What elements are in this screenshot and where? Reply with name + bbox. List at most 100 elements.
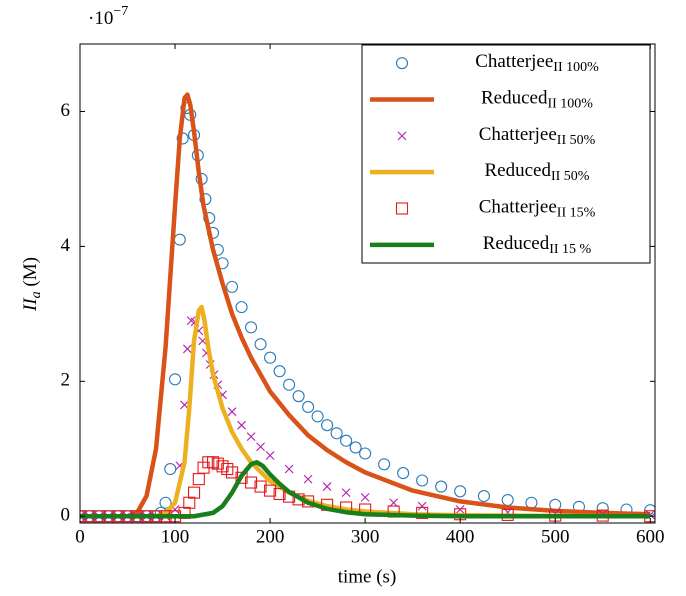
marker-circle (435, 480, 448, 493)
marker-circle (302, 400, 315, 414)
marker-x (227, 407, 237, 417)
marker-circle (164, 462, 177, 476)
x-axis-label: time (s) (338, 566, 397, 587)
x-tick-label: 100 (161, 526, 190, 547)
y-tick-label: 4 (61, 235, 71, 256)
marker-circle (235, 301, 248, 314)
marker-circle (245, 321, 258, 334)
marker-circle (283, 378, 296, 391)
legend-name: Chatterjee (479, 197, 557, 218)
marker-circle (340, 434, 353, 447)
legend-box (361, 44, 651, 264)
marker-x (183, 344, 192, 354)
marker-circle (321, 419, 334, 432)
legend-subscript: II 50% (557, 133, 596, 148)
marker-square (207, 456, 220, 469)
marker-x (397, 131, 407, 141)
marker-square (273, 487, 286, 501)
legend-subscript: II 50% (551, 169, 590, 184)
multiplier-exponent: −7 (113, 4, 128, 19)
marker-x (265, 451, 275, 460)
plot-area (80, 92, 655, 523)
legend-name: Chatterjee (479, 124, 557, 145)
marker-square (264, 484, 277, 497)
marker-square (183, 496, 196, 509)
marker-circle (501, 494, 514, 507)
legend-subscript: II 100% (547, 97, 593, 112)
series-line (80, 460, 651, 519)
x-tick-label: 500 (541, 526, 570, 547)
y-axis-label: IIa (M) (20, 257, 44, 312)
marker-x (322, 482, 332, 491)
legend-label: ChatterjeeII 50% (479, 124, 596, 148)
y-tick-label: 0 (61, 505, 71, 526)
legend-subscript: II 15 % (549, 242, 591, 257)
legend-subscript: II 15% (557, 206, 596, 221)
y-multiplier: ·10−7 (88, 4, 128, 29)
marker-circle (159, 496, 172, 509)
marker-square (192, 473, 205, 486)
y-label-main: II (20, 297, 41, 312)
marker-circle (477, 489, 490, 503)
marker-x (360, 492, 370, 502)
marker-square (216, 460, 229, 473)
y-label-sub: a (29, 291, 44, 298)
marker-square (395, 202, 409, 215)
marker-x (284, 464, 294, 474)
marker-x (246, 432, 256, 442)
legend-label: ChatterjeeII 100% (475, 52, 599, 76)
marker-circle (378, 458, 391, 471)
marker-square (245, 476, 258, 489)
marker-square (221, 462, 234, 476)
x-tick-label: 600 (636, 526, 665, 547)
marker-x (256, 442, 265, 452)
marker-x (389, 498, 399, 508)
marker-x (303, 474, 313, 484)
marker-square (254, 480, 267, 493)
y-label-unit: (M) (20, 257, 41, 291)
marker-x (80, 511, 85, 521)
legend-name: Reduced (483, 233, 550, 254)
marker-circle (525, 496, 538, 509)
x-tick-label: 200 (256, 526, 285, 547)
marker-circle (330, 427, 343, 440)
marker-square (416, 506, 429, 519)
marker-circle (226, 280, 239, 293)
marker-circle (311, 410, 324, 423)
marker-x (417, 501, 427, 511)
marker-circle (397, 467, 410, 480)
marker-circle (292, 390, 305, 403)
marker-x (341, 488, 351, 498)
marker-circle (454, 485, 467, 498)
x-tick-label: 300 (351, 526, 380, 547)
x-tick-label: 0 (75, 526, 85, 547)
legend-name: Chatterjee (475, 52, 553, 73)
legend-label: ReducedII 50% (485, 161, 590, 185)
x-tick-label: 400 (446, 526, 475, 547)
marker-circle (264, 351, 277, 364)
plot-frame (79, 43, 656, 524)
marker-square (187, 486, 201, 499)
marker-circle (416, 474, 429, 487)
marker-circle (359, 447, 372, 460)
marker-x (455, 505, 465, 514)
marker-circle (395, 57, 409, 70)
legend-name: Reduced (485, 161, 552, 182)
legend-label: ChatterjeeII 15% (479, 197, 596, 221)
legend-label: ReducedII 15 % (483, 233, 592, 257)
legend-label: ReducedII 100% (481, 88, 593, 112)
legend-subscript: II 100% (553, 60, 599, 75)
multiplier-base: ·10 (88, 8, 113, 29)
marker-circle (173, 233, 186, 246)
y-tick-label: 6 (61, 100, 71, 121)
marker-x (237, 420, 246, 430)
marker-circle (273, 365, 286, 378)
legend-name: Reduced (481, 88, 548, 109)
y-tick-label: 2 (61, 370, 71, 391)
series-line (80, 92, 651, 519)
marker-circle (254, 338, 267, 351)
marker-circle (168, 373, 182, 386)
series-line (80, 304, 651, 519)
marker-circle (349, 441, 362, 454)
